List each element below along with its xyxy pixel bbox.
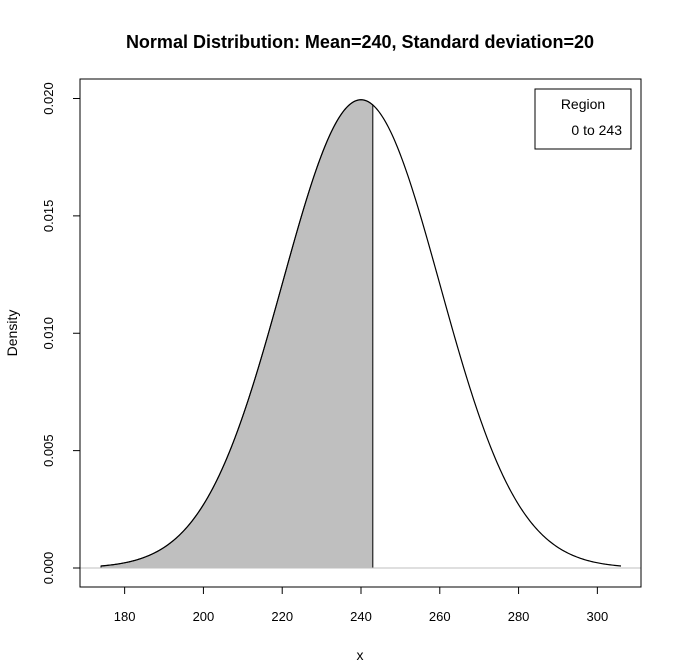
x-tick-label: 240 bbox=[350, 609, 372, 624]
x-tick-label: 220 bbox=[271, 609, 293, 624]
y-tick-label: 0.015 bbox=[41, 200, 56, 233]
shaded-region bbox=[100, 99, 374, 569]
x-tick-label: 300 bbox=[587, 609, 609, 624]
y-tick-label: 0.000 bbox=[41, 552, 56, 585]
plot-area bbox=[79, 78, 642, 588]
y-tick-label: 0.010 bbox=[41, 317, 56, 350]
chart-title: Normal Distribution: Mean=240, Standard … bbox=[126, 32, 594, 52]
x-tick-label: 280 bbox=[508, 609, 530, 624]
y-axis: 0.000 0.005 0.010 0.015 0.020 bbox=[41, 82, 81, 585]
x-tick-label: 260 bbox=[429, 609, 451, 624]
x-tick-label: 200 bbox=[193, 609, 215, 624]
legend-box bbox=[534, 88, 632, 150]
x-axis-label: x bbox=[357, 647, 364, 663]
x-tick-label: 180 bbox=[114, 609, 136, 624]
legend-title: Region bbox=[561, 96, 605, 112]
y-tick-label: 0.020 bbox=[41, 82, 56, 115]
density-curve bbox=[100, 99, 622, 567]
legend-entry: 0 to 243 bbox=[571, 122, 622, 138]
legend: Region 0 to 243 bbox=[534, 88, 632, 150]
y-axis-label: Density bbox=[4, 310, 20, 357]
x-axis: 180 200 220 240 260 280 300 bbox=[114, 586, 609, 624]
y-tick-label: 0.005 bbox=[41, 434, 56, 467]
